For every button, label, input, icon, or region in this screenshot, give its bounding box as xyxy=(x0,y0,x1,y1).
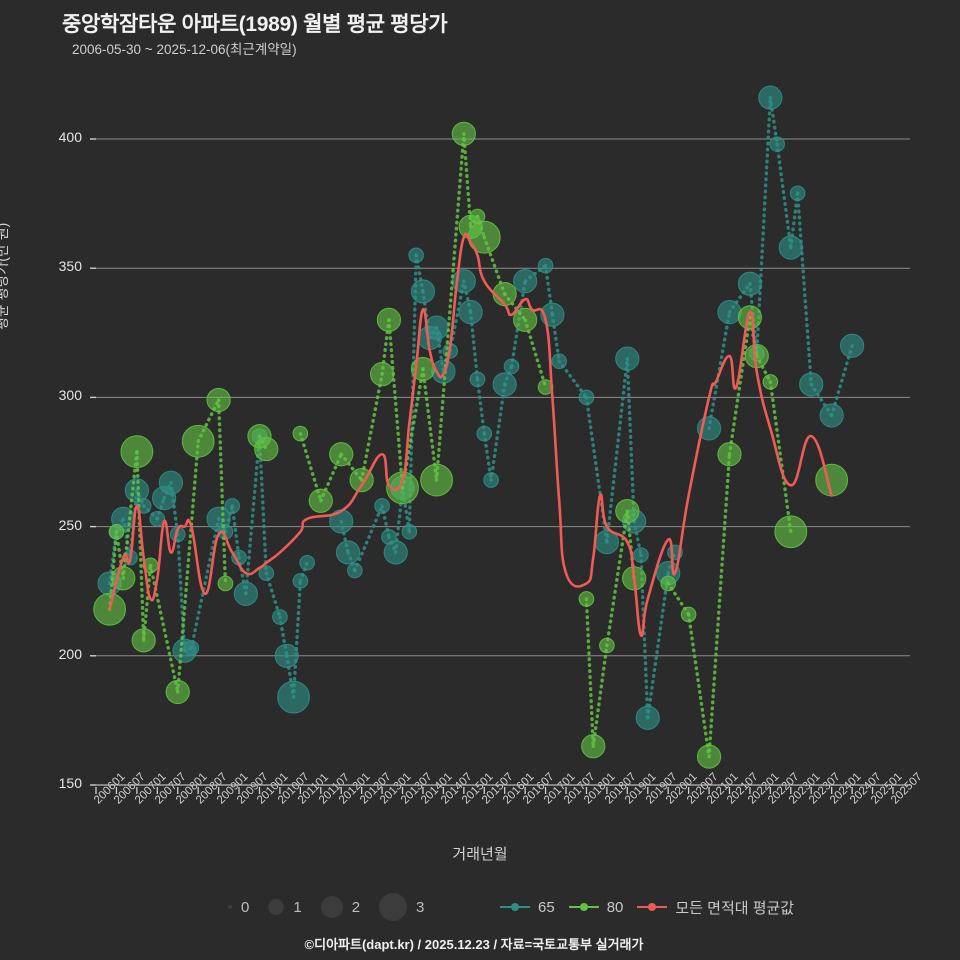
y-axis-title: 평균 평당가(만 원) xyxy=(0,222,10,330)
y-tick-label: 400 xyxy=(58,129,82,145)
y-tick-label: 200 xyxy=(58,645,82,662)
legend-series-label: 모든 면적대 평균값 xyxy=(675,899,795,917)
chart-legend: 0 1 2 3 65 80 모든 면적대 평균값 xyxy=(0,893,960,921)
legend-size-circle-icon xyxy=(320,896,343,918)
x-axis-ticks xyxy=(90,784,910,794)
y-tick-label: 300 xyxy=(58,387,82,404)
legend-size-label: 2 xyxy=(351,898,361,916)
page-subtitle: 2006-05-30 ~ 2025-12-06(최근계약일) xyxy=(72,42,297,57)
legend-size-item[interactable]: 0 xyxy=(228,899,263,916)
legend-size-circle-icon xyxy=(228,905,232,909)
legend-series-marker-icon xyxy=(637,901,668,913)
legend-size-circle-icon xyxy=(268,899,285,915)
plot-area xyxy=(90,85,910,794)
legend-series-label: 80 xyxy=(606,898,624,916)
average-line xyxy=(108,232,833,638)
legend-series-label: 65 xyxy=(538,898,555,916)
y-tick-label: 150 xyxy=(58,775,82,791)
legend-series-item[interactable]: 65 xyxy=(500,899,555,916)
legend-size-label: 3 xyxy=(416,898,425,916)
legend-size-label: 1 xyxy=(293,898,302,916)
legend-size-label: 0 xyxy=(241,898,250,916)
x-axis-title: 거래년월 xyxy=(452,846,508,863)
legend-series-item[interactable]: 모든 면적대 평균값 xyxy=(637,897,794,918)
legend-size-item[interactable]: 3 xyxy=(379,893,438,921)
data-points xyxy=(93,85,865,769)
legend-size-item[interactable]: 2 xyxy=(320,896,374,918)
legend-series-marker-icon xyxy=(568,901,599,913)
legend-size-circle-icon xyxy=(379,893,408,921)
footer-credit: ©디아파트(dapt.kr) / 2025.12.23 / 자료=국토교통부 실… xyxy=(304,937,644,952)
y-tick-label: 350 xyxy=(58,258,82,275)
legend-series-item[interactable]: 80 xyxy=(568,898,624,916)
y-tick-label: 250 xyxy=(58,516,82,533)
page-title: 중앙학잠타운 아파트(1989) 월별 평균 평당가 xyxy=(62,13,448,36)
legend-size-item[interactable]: 1 xyxy=(268,899,315,916)
legend-series-list: 65 80 모든 면적대 평균값 xyxy=(500,893,808,921)
legend-series-marker-icon xyxy=(500,901,530,913)
legend-size-scale: 0 1 2 3 xyxy=(228,893,443,921)
